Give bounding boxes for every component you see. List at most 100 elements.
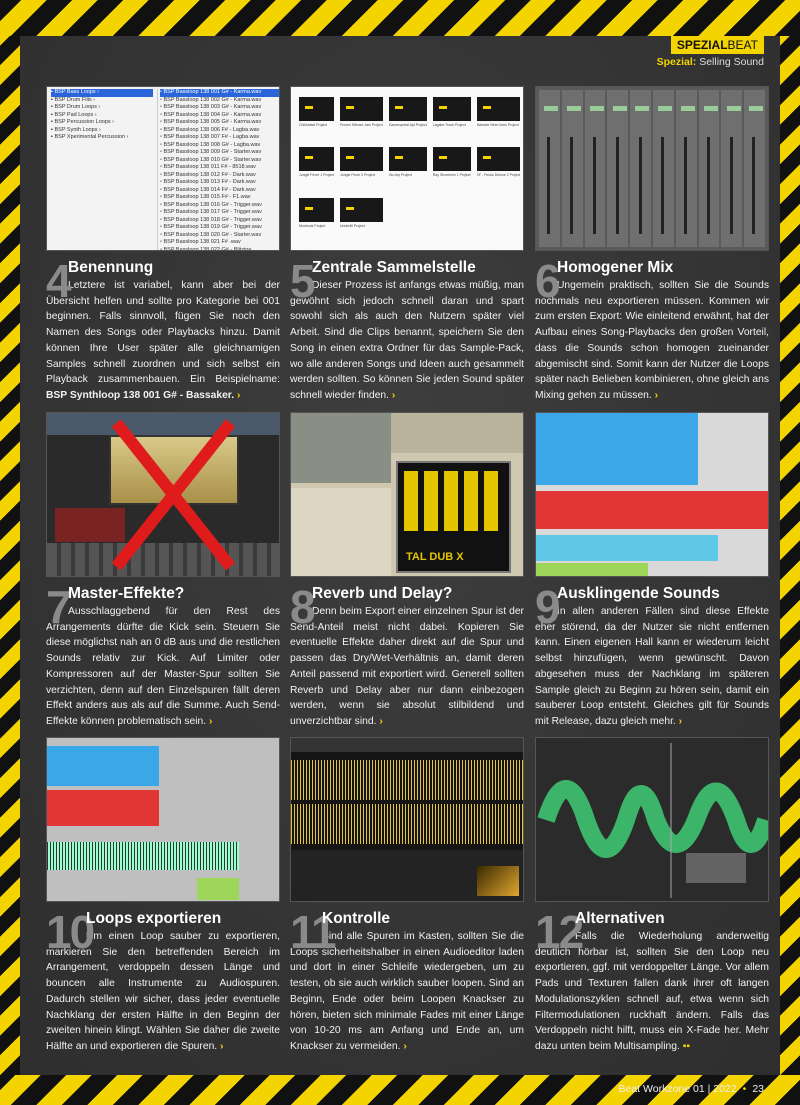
file-item[interactable]: ▫ BSP Bassloop 138 005 G# - Karma.wav	[160, 119, 262, 125]
folder-label: Jungle Fever 2 Project	[340, 173, 376, 178]
mixer-channel[interactable]	[561, 90, 583, 247]
file-item[interactable]: ▫ BSP Bassloop 138 016 G# - Trigger.wav	[160, 201, 262, 208]
mixer-channel[interactable]	[675, 90, 697, 247]
file-item[interactable]: ▫ BSP Bassloop 138 019 G# - Trigger.wav	[160, 224, 262, 230]
mixer-channel[interactable]	[652, 90, 674, 247]
mixer-strips	[47, 543, 279, 576]
screenshot-audio-editor	[290, 737, 524, 902]
file-item[interactable]: ▫ BSP Bassloop 138 010 G# - Starter.wav	[160, 156, 262, 163]
folder-icon	[299, 197, 335, 222]
step-number: 9	[535, 581, 561, 633]
folder-item[interactable]: ▪ BSP Drum Fills ›	[51, 96, 96, 103]
file-item[interactable]: ▫ BSP Bassloop 138 011 F# - 8518.wav	[160, 164, 256, 170]
file-item[interactable]: ▫ BSP Bassloop 138 017 G# - Trigger.wav	[160, 209, 262, 215]
step-number: 11	[290, 906, 337, 958]
project-folder[interactable]: Jungle Fever 1 Project	[299, 147, 335, 189]
folder-label: Monbook Project	[299, 223, 326, 228]
step-8: TAL DUB X 8 Reverb und Delay? Denn beim E…	[290, 412, 524, 730]
project-folder[interactable]: Frozen Silence Jam Project	[340, 97, 383, 139]
file-item[interactable]: ▫ BSP Bassloop 138 003 G# - Karma.wav	[160, 104, 262, 110]
folder-item[interactable]: ▪ BSP Synth Loops ›	[51, 126, 101, 133]
file-item[interactable]: ▫ BSP Bassloop 138 009 G# - Starter.wav	[160, 149, 262, 155]
clip-green	[536, 563, 648, 576]
project-folder[interactable]: Xtc Arp Project	[388, 147, 427, 189]
project-folder[interactable]: Massive Nine Lines Project	[476, 97, 521, 139]
file-item[interactable]: ▫ BSP Bassloop 138 018 G# - Trigger.wav	[160, 216, 262, 223]
folder-item[interactable]: ▪ BSP Percussion Loops ›	[51, 119, 114, 125]
red-cross-icon	[111, 419, 236, 571]
file-item[interactable]: ▫ BSP Bassloop 138 002 G# - Karma.wav	[160, 96, 262, 103]
step-title: Reverb und Delay?	[312, 585, 453, 602]
folder-item[interactable]: ▪ BSP Xperimental Percussion ›	[51, 134, 129, 140]
screenshot-crossfade	[535, 737, 769, 902]
project-folder[interactable]: Lagabe Track Project	[432, 97, 471, 139]
folder-icon	[388, 147, 427, 172]
folder-label: Frozen Silence Jam Project	[340, 123, 383, 127]
footer-separator: •	[742, 1083, 747, 1095]
step-body: Ausschlaggebend für den Rest des Arrange…	[46, 606, 280, 727]
screenshot-master-effects	[46, 412, 280, 577]
folder-icon	[299, 97, 335, 121]
project-folder[interactable]: SF - Fesdo Deluxe 2 Project	[476, 147, 521, 189]
project-folder[interactable]: Monbook Project	[299, 197, 335, 240]
step-5: Chilloblast Project Frozen Silence Jam Pr…	[290, 86, 524, 404]
folder-item[interactable]: ▪ BSP Pad Loops ›	[51, 111, 97, 118]
tal-dub-plugin: TAL DUB X	[396, 461, 511, 573]
end-mark-icon: ▪▪	[682, 1040, 690, 1052]
step-body: Sind alle Spuren im Kasten, sollten Sie …	[290, 931, 524, 1052]
step-body: Um einen Loop sauber zu exportieren, mar…	[46, 931, 280, 1052]
folder-icon	[432, 97, 471, 121]
folder-icon	[299, 147, 335, 172]
file-item[interactable]: ▫ BSP Bassloop 138 004 G# - Karma.wav	[160, 111, 262, 118]
step-title: Benennung	[68, 259, 154, 276]
hazard-stripe-bottom	[0, 1075, 800, 1105]
file-item[interactable]: ▫ BSP Bassloop 138 012 F# - Dark.wav	[160, 171, 256, 178]
file-item[interactable]: ▫ BSP Bassloop 138 015 F# - F1.wav	[160, 194, 251, 200]
arrow-icon: ›	[220, 1040, 224, 1052]
file-item[interactable]: ▫ BSP Bassloop 138 008 G# - Lagba.wav	[160, 141, 261, 148]
step-body: Denn beim Export einer einzelnen Spur is…	[290, 606, 524, 727]
project-folder[interactable]: Chilloblast Project	[299, 97, 335, 139]
file-item[interactable]: ▫ BSP Bassloop 138 021 F# .wav	[160, 239, 241, 245]
folder-icon	[476, 147, 521, 172]
mixer-channel[interactable]	[584, 90, 606, 247]
mixer-channel[interactable]	[539, 90, 560, 247]
folder-item[interactable]: ▪ BSP Bass Loops ›	[51, 89, 153, 97]
project-folder[interactable]: Gammopetal Apt Project	[388, 97, 427, 139]
file-item[interactable]: ▫ BSP Bassloop 138 001 G# - Karma.wav	[160, 89, 279, 97]
step-text: Denn beim Export einer einzelnen Spur is…	[290, 604, 524, 730]
mixer-channel[interactable]	[630, 90, 651, 247]
subtitle-text: Selling Sound	[699, 56, 764, 68]
project-folder[interactable]: Jungle Fever 2 Project	[340, 147, 383, 189]
file-item[interactable]: ▫ BSP Bassloop 138 022 G# - Blitzine	[160, 246, 252, 251]
waveform-right	[291, 804, 523, 844]
subtitle-label: Spezial:	[656, 56, 697, 68]
file-item[interactable]: ▫ BSP Bassloop 138 007 F# - Lagba.wav	[160, 134, 260, 140]
file-item[interactable]: ▫ BSP Bassloop 138 020 G# - Starter.wav	[160, 231, 262, 238]
folder-label: Lagabe Track Project	[432, 123, 466, 127]
folder-icon	[340, 197, 383, 222]
step-title: Alternativen	[575, 910, 665, 927]
file-item[interactable]: ▫ BSP Bassloop 138 006 F# - Lagba.wav	[160, 126, 260, 133]
file-item[interactable]: ▫ BSP Bassloop 138 013 F# - Dark.wav	[160, 179, 256, 185]
mixer-channel[interactable]	[721, 90, 743, 247]
mixer-channel[interactable]	[698, 90, 720, 247]
step-body: Letztere ist variabel, kann aber bei der…	[46, 280, 280, 386]
step-title: Kontrolle	[322, 910, 391, 927]
folder-icon	[340, 97, 383, 121]
project-folder[interactable]: Undertill Project	[340, 197, 383, 240]
mixer-channel[interactable]	[744, 90, 765, 247]
section-kicker: SPEZIALBEAT	[670, 36, 764, 54]
mixer-channel[interactable]	[607, 90, 629, 247]
project-folder[interactable]: Ray Shoehmin 1 Project	[432, 147, 471, 189]
step-body: Ungemein praktisch, sollten Sie die Soun…	[535, 280, 769, 401]
file-item[interactable]: ▫ BSP Bassloop 138 014 F# - Dark.wav	[160, 186, 256, 193]
folder-item[interactable]: ▪ BSP Drum Loops ›	[51, 104, 101, 110]
channel-strip	[291, 488, 391, 576]
hazard-rail-left	[0, 36, 20, 1075]
screenshot-delay-plugin: TAL DUB X	[290, 412, 524, 577]
folder-label: Ray Shoehmin 1 Project	[432, 173, 471, 178]
step-title: Ausklingende Sounds	[557, 585, 720, 602]
step-11: 11 Kontrolle Sind alle Spuren im Kasten, …	[290, 737, 524, 1055]
clip-red	[47, 790, 159, 826]
